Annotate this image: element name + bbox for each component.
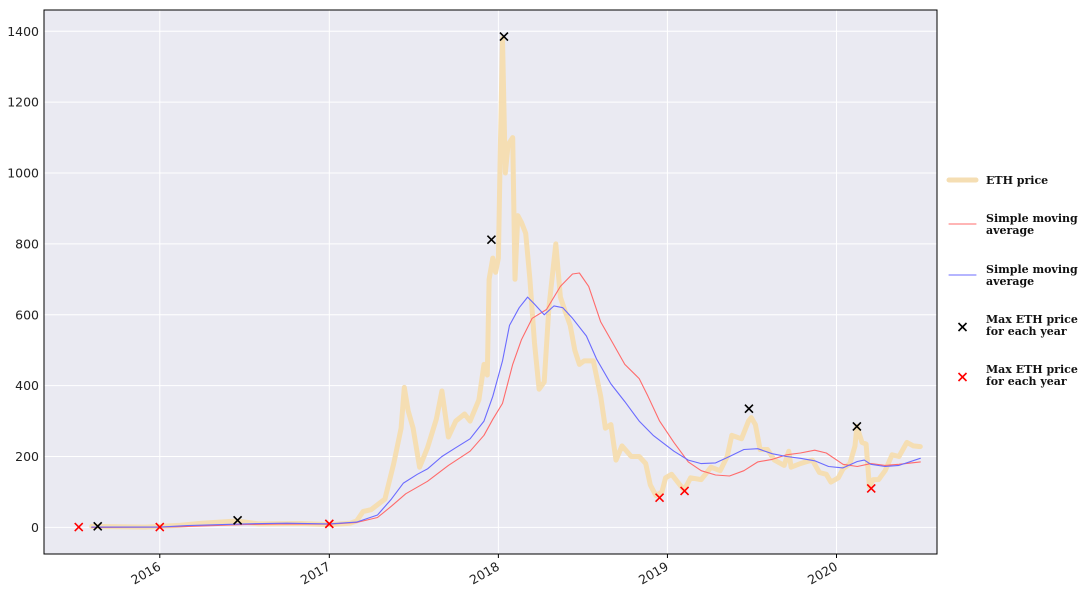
min-price-marker-stroke <box>654 493 665 503</box>
min-price-marker <box>654 493 665 503</box>
max-price-marker <box>499 32 509 42</box>
min-price-marker <box>74 522 84 532</box>
gridlines <box>44 10 937 554</box>
min-price-marker <box>155 522 165 532</box>
y-tick-label: 1200 <box>7 95 39 110</box>
max-price-marker-stroke <box>852 421 862 431</box>
max-price-marker <box>233 515 243 525</box>
legend-sma-short-label-line2: average <box>986 275 1034 288</box>
y-tick-label: 0 <box>31 520 39 535</box>
min-price-marker-stroke <box>680 486 690 496</box>
legend-eth-price-label: ETH price <box>986 174 1048 187</box>
y-tick-label: 600 <box>15 307 39 322</box>
min-price-marker <box>680 486 690 496</box>
max-price-marker <box>486 235 496 245</box>
max-price-marker-stroke <box>486 235 496 245</box>
x-axis-ticks: 2016 2017 2018 2019 2020 <box>128 554 840 588</box>
min-price-marker <box>324 519 334 529</box>
y-tick-label: 800 <box>15 236 39 251</box>
legend-sma-long-label-line1: Simple moving <box>986 212 1078 225</box>
y-axis-ticks: 0 200 400 600 800 1000 1200 1400 <box>7 24 39 535</box>
y-tick-label: 1000 <box>7 166 39 181</box>
legend-sma-short-label: Simple moving average <box>986 263 1078 288</box>
eth-price-line <box>89 35 923 530</box>
x-tick-label: 2017 <box>298 559 333 588</box>
min-price-marker <box>866 483 876 494</box>
yearly-price-markers <box>74 32 876 532</box>
y-tick-label: 1400 <box>7 24 39 39</box>
moving-average-series <box>91 272 921 528</box>
y-tick-label: 200 <box>15 449 39 464</box>
legend-sma-short-label-line1: Simple moving <box>986 263 1078 276</box>
legend-min-marker-label-line1: Max ETH price <box>986 363 1078 376</box>
max-price-marker-stroke <box>744 404 754 414</box>
max-price-marker-stroke <box>233 515 243 525</box>
min-price-marker-stroke <box>866 483 876 494</box>
x-tick-label: 2020 <box>805 559 840 588</box>
legend-min-marker-swatch-stroke <box>957 372 968 382</box>
legend-sma-long-label-line2: average <box>986 224 1034 237</box>
y-tick-label: 400 <box>15 378 39 393</box>
min-price-marker-stroke <box>324 519 334 529</box>
legend-max-marker-label-line2: for each year <box>986 325 1067 338</box>
legend-max-marker-label: Max ETH price for each year <box>986 313 1078 338</box>
legend-min-marker-swatch <box>957 372 968 382</box>
max-price-marker <box>93 521 103 531</box>
plot-frame <box>43 9 938 555</box>
legend-max-marker-label-line1: Max ETH price <box>986 313 1078 326</box>
sma-short-line <box>91 296 921 528</box>
max-price-marker-stroke <box>499 32 509 42</box>
legend-min-marker-label: Max ETH price for each year <box>986 363 1078 388</box>
max-price-marker-stroke <box>93 521 103 531</box>
legend-max-marker-swatch-stroke <box>957 322 968 332</box>
sma-long-line <box>91 272 921 528</box>
price-series <box>89 35 923 530</box>
legend-max-marker-swatch <box>957 322 968 332</box>
min-price-marker-stroke <box>74 522 84 532</box>
x-tick-label: 2018 <box>467 559 502 588</box>
x-tick-label: 2019 <box>636 559 671 588</box>
legend-sma-long-label: Simple moving average <box>986 212 1078 237</box>
max-price-marker <box>744 404 754 414</box>
max-price-marker <box>852 421 862 431</box>
x-tick-label: 2016 <box>128 559 163 588</box>
min-price-marker-stroke <box>155 522 165 532</box>
legend-min-marker-label-line2: for each year <box>986 375 1067 388</box>
